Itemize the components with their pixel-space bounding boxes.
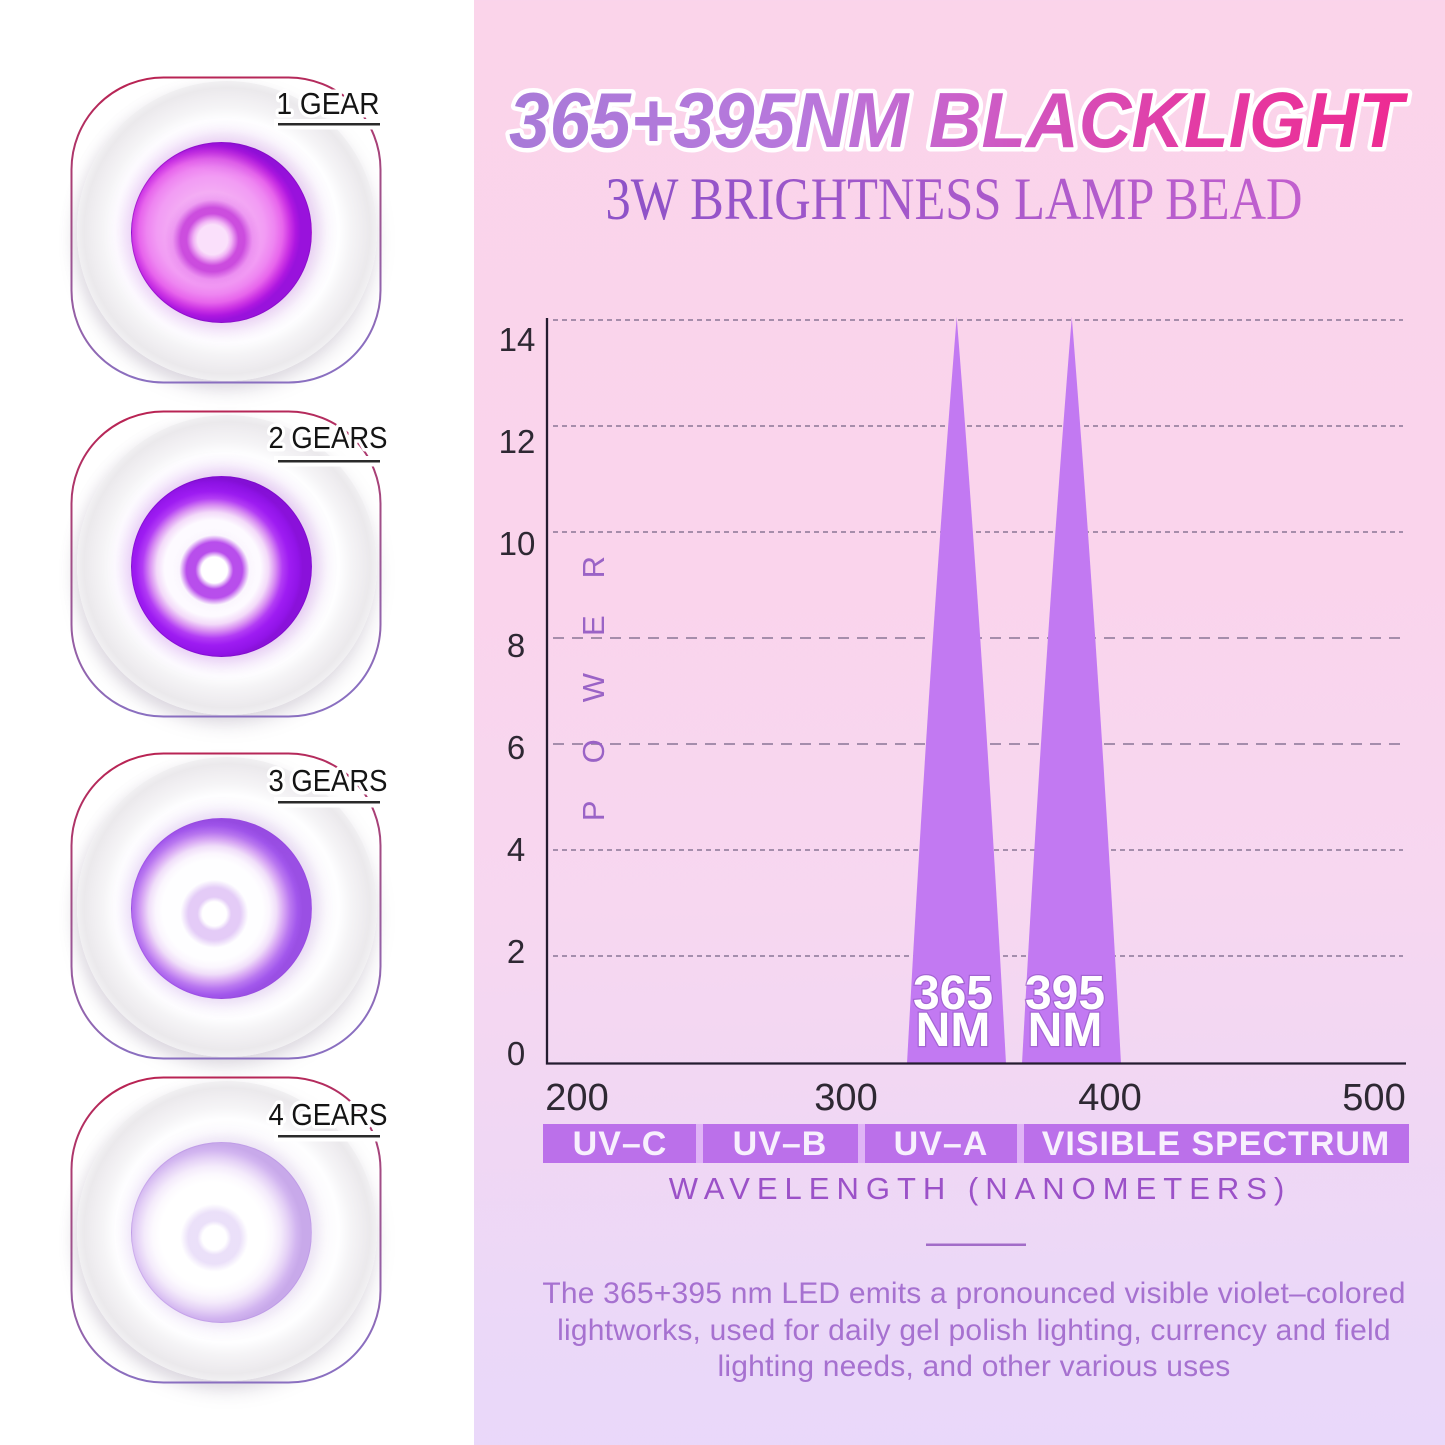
- svg-text:6: 6: [507, 729, 525, 766]
- svg-text:4 GEARS: 4 GEARS: [269, 1097, 388, 1132]
- svg-text:0: 0: [507, 1035, 525, 1072]
- svg-text:14: 14: [499, 321, 536, 358]
- svg-text:3 GEARS: 3 GEARS: [269, 763, 388, 798]
- svg-text:2 GEARS: 2 GEARS: [269, 420, 388, 455]
- svg-text:400: 400: [1078, 1077, 1141, 1119]
- svg-text:NM: NM: [1028, 1004, 1103, 1057]
- svg-text:4: 4: [507, 831, 525, 868]
- svg-text:1 GEAR: 1 GEAR: [277, 86, 380, 121]
- svg-text:POWER: POWER: [576, 519, 611, 821]
- svg-text:3W BRIGHTNESS LAMP BEAD: 3W BRIGHTNESS LAMP BEAD: [606, 166, 1303, 232]
- svg-text:WAVELENGTH (NANOMETERS): WAVELENGTH (NANOMETERS): [669, 1171, 1292, 1206]
- svg-text:300: 300: [814, 1077, 877, 1119]
- svg-text:8: 8: [507, 627, 525, 664]
- svg-text:NM: NM: [916, 1004, 991, 1057]
- svg-text:2: 2: [507, 933, 525, 970]
- svg-text:500: 500: [1342, 1077, 1405, 1119]
- svg-text:UV–A: UV–A: [894, 1125, 989, 1163]
- svg-text:VISIBLE SPECTRUM: VISIBLE SPECTRUM: [1042, 1125, 1390, 1163]
- svg-text:365+395NM BLACKLIGHT: 365+395NM BLACKLIGHT: [509, 76, 1409, 164]
- svg-text:UV–B: UV–B: [733, 1125, 828, 1163]
- svg-text:12: 12: [499, 423, 536, 460]
- svg-text:10: 10: [499, 525, 536, 562]
- svg-text:365: 365: [913, 967, 993, 1020]
- svg-text:395: 395: [1025, 967, 1105, 1020]
- svg-text:200: 200: [545, 1077, 608, 1119]
- svg-text:UV–C: UV–C: [573, 1125, 668, 1163]
